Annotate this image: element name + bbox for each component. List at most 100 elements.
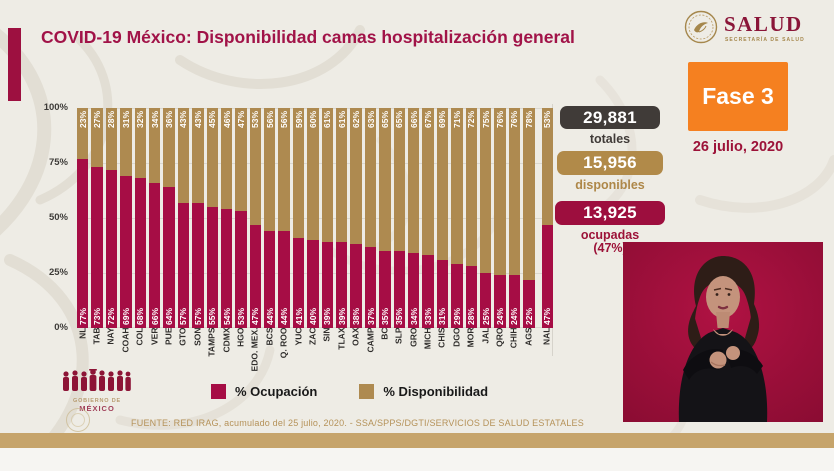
- stacked-bar: 56% 44%: [264, 108, 276, 328]
- bar-column-gto: 43% 57% GTO: [177, 108, 190, 380]
- legend-label-disponibilidad: % Disponibilidad: [383, 384, 489, 399]
- x-label-cell: CHIH: [509, 328, 520, 380]
- availability-value-label: 43%: [178, 111, 189, 129]
- x-axis-label: TAMPS: [206, 327, 217, 357]
- occupation-segment: [163, 187, 175, 328]
- phase-badge-label: Fase 3: [702, 83, 774, 109]
- occupation-value-label: 47%: [542, 307, 553, 325]
- occupation-value-label: 55%: [207, 307, 218, 325]
- occupation-value-label: 57%: [192, 307, 203, 325]
- bar-column-cdmx: 46% 54% CDMX: [220, 108, 233, 380]
- availability-value-label: 32%: [135, 111, 146, 129]
- availability-value-label: 56%: [264, 111, 275, 129]
- availability-segment: [508, 108, 521, 276]
- occupation-value-label: 28%: [466, 307, 477, 325]
- availability-value-label: 76%: [509, 111, 520, 129]
- x-axis-label: MOR: [465, 327, 476, 348]
- stacked-bar: 32% 68%: [134, 108, 146, 328]
- stacked-bar: 76% 24%: [494, 108, 506, 328]
- bar-column-dgo: 71% 29% DGO: [451, 108, 463, 380]
- occupation-value-label: 22%: [523, 307, 534, 325]
- salud-logo: SALUD SECRETARÍA DE SALUD: [684, 10, 824, 50]
- occupation-segment: [220, 209, 233, 328]
- x-label-cell: OAX: [350, 328, 361, 380]
- x-axis-label: DGO: [451, 327, 462, 347]
- x-axis-label: JAL: [480, 327, 491, 344]
- occupation-segment: [523, 279, 535, 328]
- bar-column-gro: 66% 34% GRO: [407, 108, 420, 380]
- occupation-value-label: 57%: [178, 307, 189, 325]
- bar-column-tamps: 45% 55% TAMPS: [206, 108, 218, 380]
- stacked-bar: 61% 39%: [321, 108, 334, 328]
- bar-column-coah: 31% 69% COAH: [120, 108, 132, 380]
- occupation-value-label: 35%: [394, 307, 405, 325]
- bar-column-mich: 67% 33% MICH: [422, 108, 434, 380]
- availability-value-label: 63%: [365, 111, 376, 129]
- availability-segment: [436, 108, 449, 260]
- occupation-segment: [321, 242, 334, 328]
- x-label-cell: SLP: [394, 328, 405, 380]
- availability-value-label: 76%: [495, 111, 506, 129]
- occupation-segment: [364, 246, 377, 328]
- x-label-cell: BCS: [264, 328, 275, 380]
- x-axis-label: GRO: [408, 327, 419, 347]
- stat-available-value: 15,956: [583, 153, 637, 172]
- availability-segment: [134, 108, 146, 179]
- availability-segment: [379, 108, 391, 251]
- x-axis-label: YUC: [293, 327, 304, 346]
- availability-segment: [278, 108, 290, 232]
- occupation-segment: [264, 231, 276, 328]
- legend-swatch-ocupacion: [211, 384, 226, 399]
- gobierno-logo-line1: GOBIERNO DE: [73, 398, 121, 404]
- occupation-value-label: 24%: [495, 307, 506, 325]
- occupation-segment: [379, 251, 391, 328]
- stacked-bar: 78% 22%: [523, 108, 535, 328]
- stacked-bar: 66% 34%: [407, 108, 420, 328]
- stacked-bar: 67% 33%: [422, 108, 434, 328]
- availability-segment: [177, 108, 190, 203]
- availability-value-label: 69%: [437, 111, 448, 129]
- bar-column-qro: 76% 24% QRO: [494, 108, 506, 380]
- x-axis-label: SON: [192, 327, 203, 346]
- availability-value-label: 56%: [279, 111, 290, 129]
- availability-segment: [120, 108, 132, 177]
- availability-value-label: 53%: [250, 111, 261, 129]
- x-label-cell: NAL: [542, 328, 553, 380]
- occupation-segment: [235, 211, 247, 328]
- x-axis-label: NAL: [541, 327, 552, 345]
- x-label-cell: YUC: [293, 328, 304, 380]
- x-axis-label: CHIH: [508, 327, 519, 349]
- bar-column-nal: 53% 47% NAL: [541, 108, 553, 380]
- x-axis-label: CHIS: [436, 327, 447, 348]
- availability-value-label: 47%: [235, 111, 246, 129]
- availability-value-label: 36%: [164, 111, 175, 129]
- availability-segment: [105, 108, 118, 170]
- occupation-segment: [177, 202, 190, 328]
- x-axis-label: SIN: [321, 327, 332, 342]
- bar-column-nay: 28% 72% NAY: [105, 108, 118, 380]
- occupation-segment: [192, 202, 204, 328]
- stacked-bar: 53% 47%: [249, 108, 262, 328]
- occupation-value-label: 31%: [437, 307, 448, 325]
- occupation-segment: [278, 231, 290, 328]
- occupation-segment: [436, 259, 449, 328]
- stacked-bar: 36% 64%: [163, 108, 175, 328]
- occupation-value-label: 24%: [509, 307, 520, 325]
- occupation-value-label: 37%: [365, 307, 376, 325]
- gobierno-logo-line2: MÉXICO: [79, 404, 115, 413]
- availability-segment: [494, 108, 506, 276]
- occupation-value-label: 72%: [106, 307, 117, 325]
- occupation-segment: [541, 224, 553, 328]
- stacked-bar: 61% 39%: [336, 108, 348, 328]
- x-axis-label: BCS: [264, 327, 275, 346]
- bar-column-oax: 62% 38% OAX: [350, 108, 362, 380]
- stacked-bar: 65% 35%: [379, 108, 391, 328]
- x-label-cell: SON: [192, 328, 203, 380]
- x-label-cell: SIN: [322, 328, 333, 380]
- availability-value-label: 60%: [307, 111, 318, 129]
- x-axis-label: Q. ROO: [278, 327, 289, 359]
- x-label-cell: TAMPS: [207, 328, 218, 380]
- bar-column-sin: 61% 39% SIN: [321, 108, 334, 380]
- availability-value-label: 71%: [451, 111, 462, 129]
- stacked-bar: 43% 57%: [192, 108, 204, 328]
